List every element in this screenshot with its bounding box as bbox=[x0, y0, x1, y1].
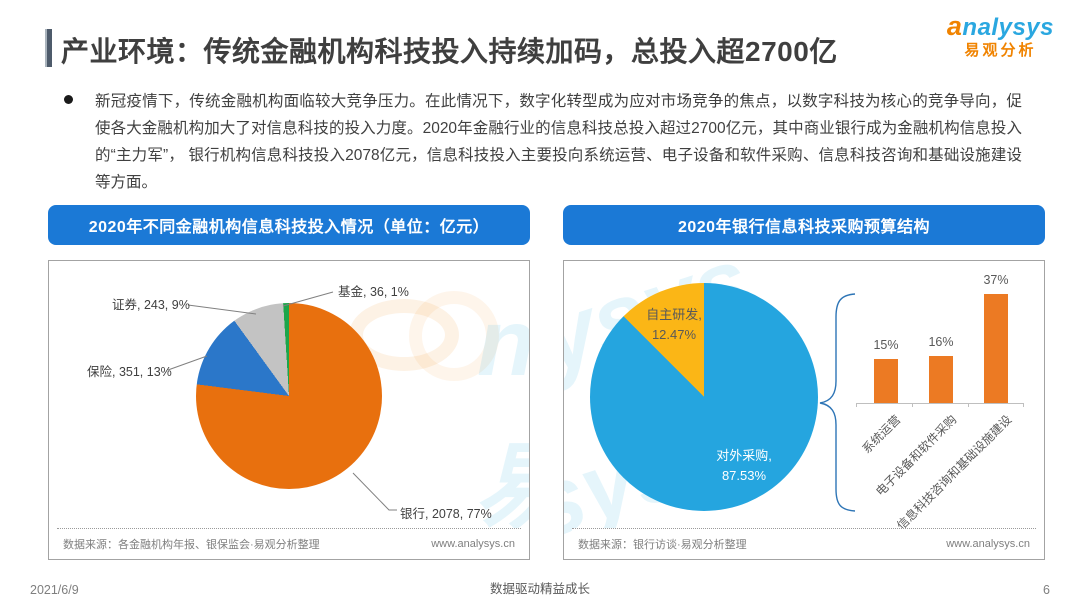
axis-tick bbox=[912, 403, 913, 407]
logo-chinese-name: 易观分析 bbox=[964, 41, 1037, 59]
bar-system-operation bbox=[874, 359, 898, 403]
institutions-pie-chart bbox=[196, 303, 382, 489]
axis-tick bbox=[1023, 403, 1024, 407]
axis-tick bbox=[968, 403, 969, 407]
website-text: www.analysys.cn bbox=[431, 538, 515, 550]
brace-and-axis bbox=[819, 293, 856, 512]
title-accent-bar bbox=[45, 29, 52, 67]
website-text: www.analysys.cn bbox=[946, 538, 1030, 550]
analysys-logo: analysys 易观分析 bbox=[946, 11, 1054, 59]
pie-label-line: 87.53% bbox=[721, 468, 767, 483]
bar-value-label: 37% bbox=[983, 273, 1009, 287]
footer-slogan: 数据驱动精益成长 bbox=[489, 582, 590, 596]
pie-label-line: 自主研发, bbox=[646, 307, 702, 322]
logo-wordmark: analysys bbox=[946, 11, 1054, 42]
left-chart-card: na 易 基金, 36, 1% 证券, 243, 9% 保险, 351, 13%… bbox=[48, 260, 530, 560]
pie-leader-lines bbox=[167, 291, 397, 511]
pie-label-fund: 基金, 36, 1% bbox=[338, 285, 409, 299]
summary-text: 新冠疫情下，传统金融机构面临较大竞争压力。在此情况下，数字化转型成为应对市场竞争… bbox=[95, 93, 1022, 191]
bar-value-label: 15% bbox=[873, 338, 899, 352]
footer-page-number: 6 bbox=[1043, 583, 1050, 597]
bar-consulting-infrastructure bbox=[984, 294, 1008, 403]
summary-bullet: 新冠疫情下，传统金融机构面临较大竞争压力。在此情况下，数字化转型成为应对市场竞争… bbox=[64, 88, 1022, 196]
pie-label-bank: 银行, 2078, 77% bbox=[400, 507, 492, 521]
bullet-icon bbox=[64, 95, 73, 104]
right-source-row: 数据来源：银行访谈·易观分析整理 www.analysys.cn bbox=[572, 528, 1036, 559]
curly-brace bbox=[819, 293, 856, 512]
pie-label-securities: 证券, 243, 9% bbox=[112, 298, 190, 312]
footer-date: 2021/6/9 bbox=[30, 583, 79, 597]
pie-label-external-procurement: 对外采购, 87.53% bbox=[694, 446, 794, 486]
left-chart-banner: 2020年不同金融机构信息科技投入情况（单位：亿元） bbox=[48, 205, 530, 245]
right-chart-banner: 2020年银行信息科技采购预算结构 bbox=[563, 205, 1045, 245]
left-source-row: 数据来源：各金融机构年报、银保监会·易观分析整理 www.analysys.cn bbox=[57, 528, 521, 559]
page-title: 产业环境：传统金融机构科技投入持续加码，总投入超2700亿 bbox=[61, 36, 838, 67]
data-source-text: 数据来源：银行访谈·易观分析整理 bbox=[578, 539, 747, 551]
pie-label-line: 12.47% bbox=[651, 327, 697, 342]
axis-tick bbox=[856, 403, 857, 407]
right-chart-card: ysys sys 自主研发, 12.47% 对外采购, 87.53% 15% 1… bbox=[563, 260, 1045, 560]
bar-axis-line bbox=[856, 403, 1024, 404]
logo-a-swirl-icon: a bbox=[946, 11, 963, 41]
pie-label-insurance: 保险, 351, 13% bbox=[87, 365, 172, 379]
pie-label-self-developed: 自主研发, 12.47% bbox=[624, 305, 724, 345]
data-source-text: 数据来源：各金融机构年报、银保监会·易观分析整理 bbox=[63, 539, 320, 551]
bar-value-label: 16% bbox=[928, 335, 954, 349]
bar-equipment-software bbox=[929, 356, 953, 403]
pie-label-line: 对外采购, bbox=[716, 448, 772, 463]
logo-brand-rest: nalysys bbox=[962, 14, 1054, 41]
procurement-pie-chart bbox=[590, 283, 818, 511]
